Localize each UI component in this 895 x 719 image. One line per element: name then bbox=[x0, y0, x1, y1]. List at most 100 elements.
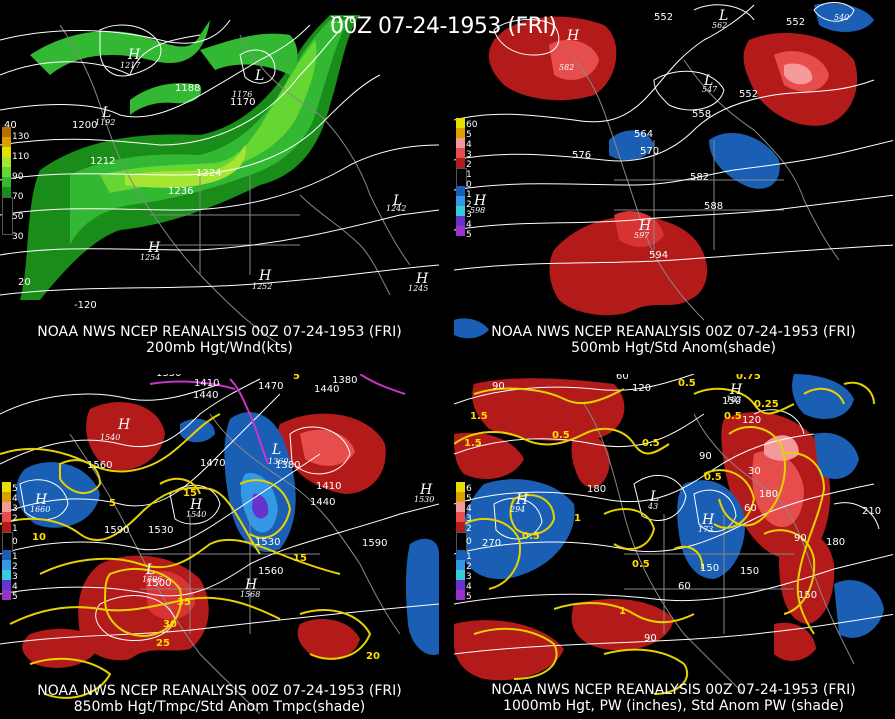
contour-label: 1200 bbox=[72, 120, 97, 131]
center-h-2: H bbox=[147, 240, 161, 256]
contour-label: 270 bbox=[482, 538, 501, 549]
legend-label: 50 bbox=[12, 212, 24, 222]
pw-label: 0.25 bbox=[754, 399, 779, 410]
panel-subtitle: 200mb Hgt/Wnd(kts) bbox=[146, 340, 293, 356]
center-value: 547 bbox=[702, 85, 718, 94]
center-value: 43 bbox=[647, 502, 658, 511]
pw-label: 0.5 bbox=[522, 531, 540, 542]
center-value: 1254 bbox=[140, 253, 160, 262]
panel-850mb: H H L H L H H 1540 1660 1360 1540 1506 1… bbox=[0, 374, 439, 719]
pw-label: 1.5 bbox=[464, 438, 482, 449]
center-value: 1360 bbox=[268, 457, 288, 466]
center-h-5: H bbox=[419, 482, 433, 498]
legend-label: 5 bbox=[12, 592, 18, 602]
center-value: 1530 bbox=[414, 495, 434, 504]
center-value: 1242 bbox=[386, 204, 406, 213]
pw-label: 1.5 bbox=[470, 411, 488, 422]
pw-label: 0.5 bbox=[724, 411, 742, 422]
contour-label: 1350 bbox=[156, 374, 181, 379]
center-value: 1568 bbox=[240, 590, 260, 599]
contour-label: 210 bbox=[862, 506, 881, 517]
contour-label: 1560 bbox=[258, 566, 283, 577]
temp-label: 35 bbox=[177, 597, 191, 608]
center-value: 1540 bbox=[100, 433, 120, 442]
map-850mb: H H L H L H H 1540 1660 1360 1540 1506 1… bbox=[0, 374, 439, 715]
legend-label: 1 bbox=[466, 190, 472, 200]
temp-label: 20 bbox=[366, 651, 380, 662]
pw-label: 0.5 bbox=[642, 438, 660, 449]
panel-caption: NOAA NWS NCEP REANALYSIS 00Z 07-24-1953 … bbox=[491, 324, 856, 340]
legend-label: 2 bbox=[12, 514, 18, 524]
contour-label: 570 bbox=[640, 146, 659, 157]
contour-label: 1440 bbox=[310, 497, 335, 508]
contour-label: 552 bbox=[786, 17, 805, 28]
contour-label: 1470 bbox=[200, 458, 225, 469]
pw-label: 1 bbox=[574, 513, 581, 524]
center-l-2: L bbox=[718, 8, 728, 24]
contour-label: 1470 bbox=[258, 381, 283, 392]
map-500mb: H L L H H 582 547 562 540 597 598 552 55… bbox=[454, 2, 893, 339]
center-value: 1217 bbox=[120, 61, 141, 70]
legend-label: 0 bbox=[466, 537, 472, 547]
center-l-1: L bbox=[101, 105, 111, 121]
map-200mb: H L L L H H H 1217 1192 1176 1242 1254 1… bbox=[0, 15, 439, 346]
center-value: 173 bbox=[698, 525, 713, 534]
legend-label: 1 bbox=[12, 524, 18, 534]
center-h-1: H bbox=[127, 47, 141, 63]
center-h-2: H bbox=[638, 218, 652, 234]
center-l-3: L bbox=[392, 193, 402, 209]
map-1000mb: H L H H 294 43 173 182 90 60 120 150 180… bbox=[454, 374, 893, 695]
panel-caption: NOAA NWS NCEP REANALYSIS 00Z 07-24-1953 … bbox=[37, 683, 402, 699]
contour-label: 1440 bbox=[193, 390, 218, 401]
center-l-1: L bbox=[649, 489, 659, 505]
pw-label: 0.5 bbox=[632, 559, 650, 570]
legend-label: 1 bbox=[466, 552, 472, 562]
center-h-1: H bbox=[117, 417, 131, 433]
legend-label: 5 bbox=[12, 484, 18, 494]
panel-subtitle: 500mb Hgt/Std Anom(shade) bbox=[571, 340, 776, 356]
legend-label: 4 bbox=[466, 220, 472, 230]
contour-label: 564 bbox=[634, 129, 653, 140]
legend-label: 5 bbox=[466, 494, 472, 504]
legend-label: 2 bbox=[466, 524, 472, 534]
panel-subtitle: 850mb Hgt/Tmpc/Std Anom Tmpc(shade) bbox=[73, 699, 366, 715]
legend-label: 2 bbox=[466, 200, 472, 210]
center-h-2: H bbox=[701, 512, 715, 528]
center-h-2: H bbox=[34, 492, 48, 508]
center-value: 1245 bbox=[408, 284, 428, 293]
contour-label: 90 bbox=[644, 633, 657, 644]
contour-label: 1188 bbox=[175, 83, 200, 94]
legend-label: 2 bbox=[12, 562, 18, 572]
contour-label: 552 bbox=[654, 12, 673, 23]
legend-label: 5 bbox=[466, 130, 472, 140]
panel-caption: NOAA NWS NCEP REANALYSIS 00Z 07-24-1953 … bbox=[37, 324, 402, 340]
legend-label: 3 bbox=[466, 150, 472, 160]
contour-label: 1410 bbox=[194, 378, 219, 389]
legend-label: 4 bbox=[12, 494, 18, 504]
legend-label: 90 bbox=[12, 172, 24, 182]
center-value: 1540 bbox=[186, 510, 206, 519]
temp-label: 25 bbox=[156, 638, 170, 649]
legend-label: 1 bbox=[466, 170, 472, 180]
contour-label: 1590 bbox=[362, 538, 387, 549]
center-l-2: L bbox=[145, 562, 155, 578]
legend-label: 6 bbox=[466, 484, 472, 494]
legend-label: 1 bbox=[12, 552, 18, 562]
center-value: 1252 bbox=[252, 282, 272, 291]
center-l-1: L bbox=[271, 442, 281, 458]
contour-label: 180 bbox=[826, 537, 845, 548]
legend-label: 0 bbox=[466, 180, 472, 190]
axis-label: 40 bbox=[4, 120, 17, 131]
center-h-3: H bbox=[258, 268, 272, 284]
legend-label: 4 bbox=[12, 582, 18, 592]
date-title: 00Z 07-24-1953 (FRI) bbox=[330, 14, 557, 39]
legend-label: 4 bbox=[466, 582, 472, 592]
contour-label: 1380 bbox=[275, 460, 300, 471]
center-l-2: L bbox=[254, 68, 264, 84]
center-value: 1506 bbox=[142, 575, 162, 584]
contour-label: 60 bbox=[616, 374, 629, 382]
legend-label: 2 bbox=[466, 160, 472, 170]
contour-label: 594 bbox=[649, 250, 668, 261]
contour-label: 1236 bbox=[168, 186, 193, 197]
contour-label: 90 bbox=[699, 451, 712, 462]
